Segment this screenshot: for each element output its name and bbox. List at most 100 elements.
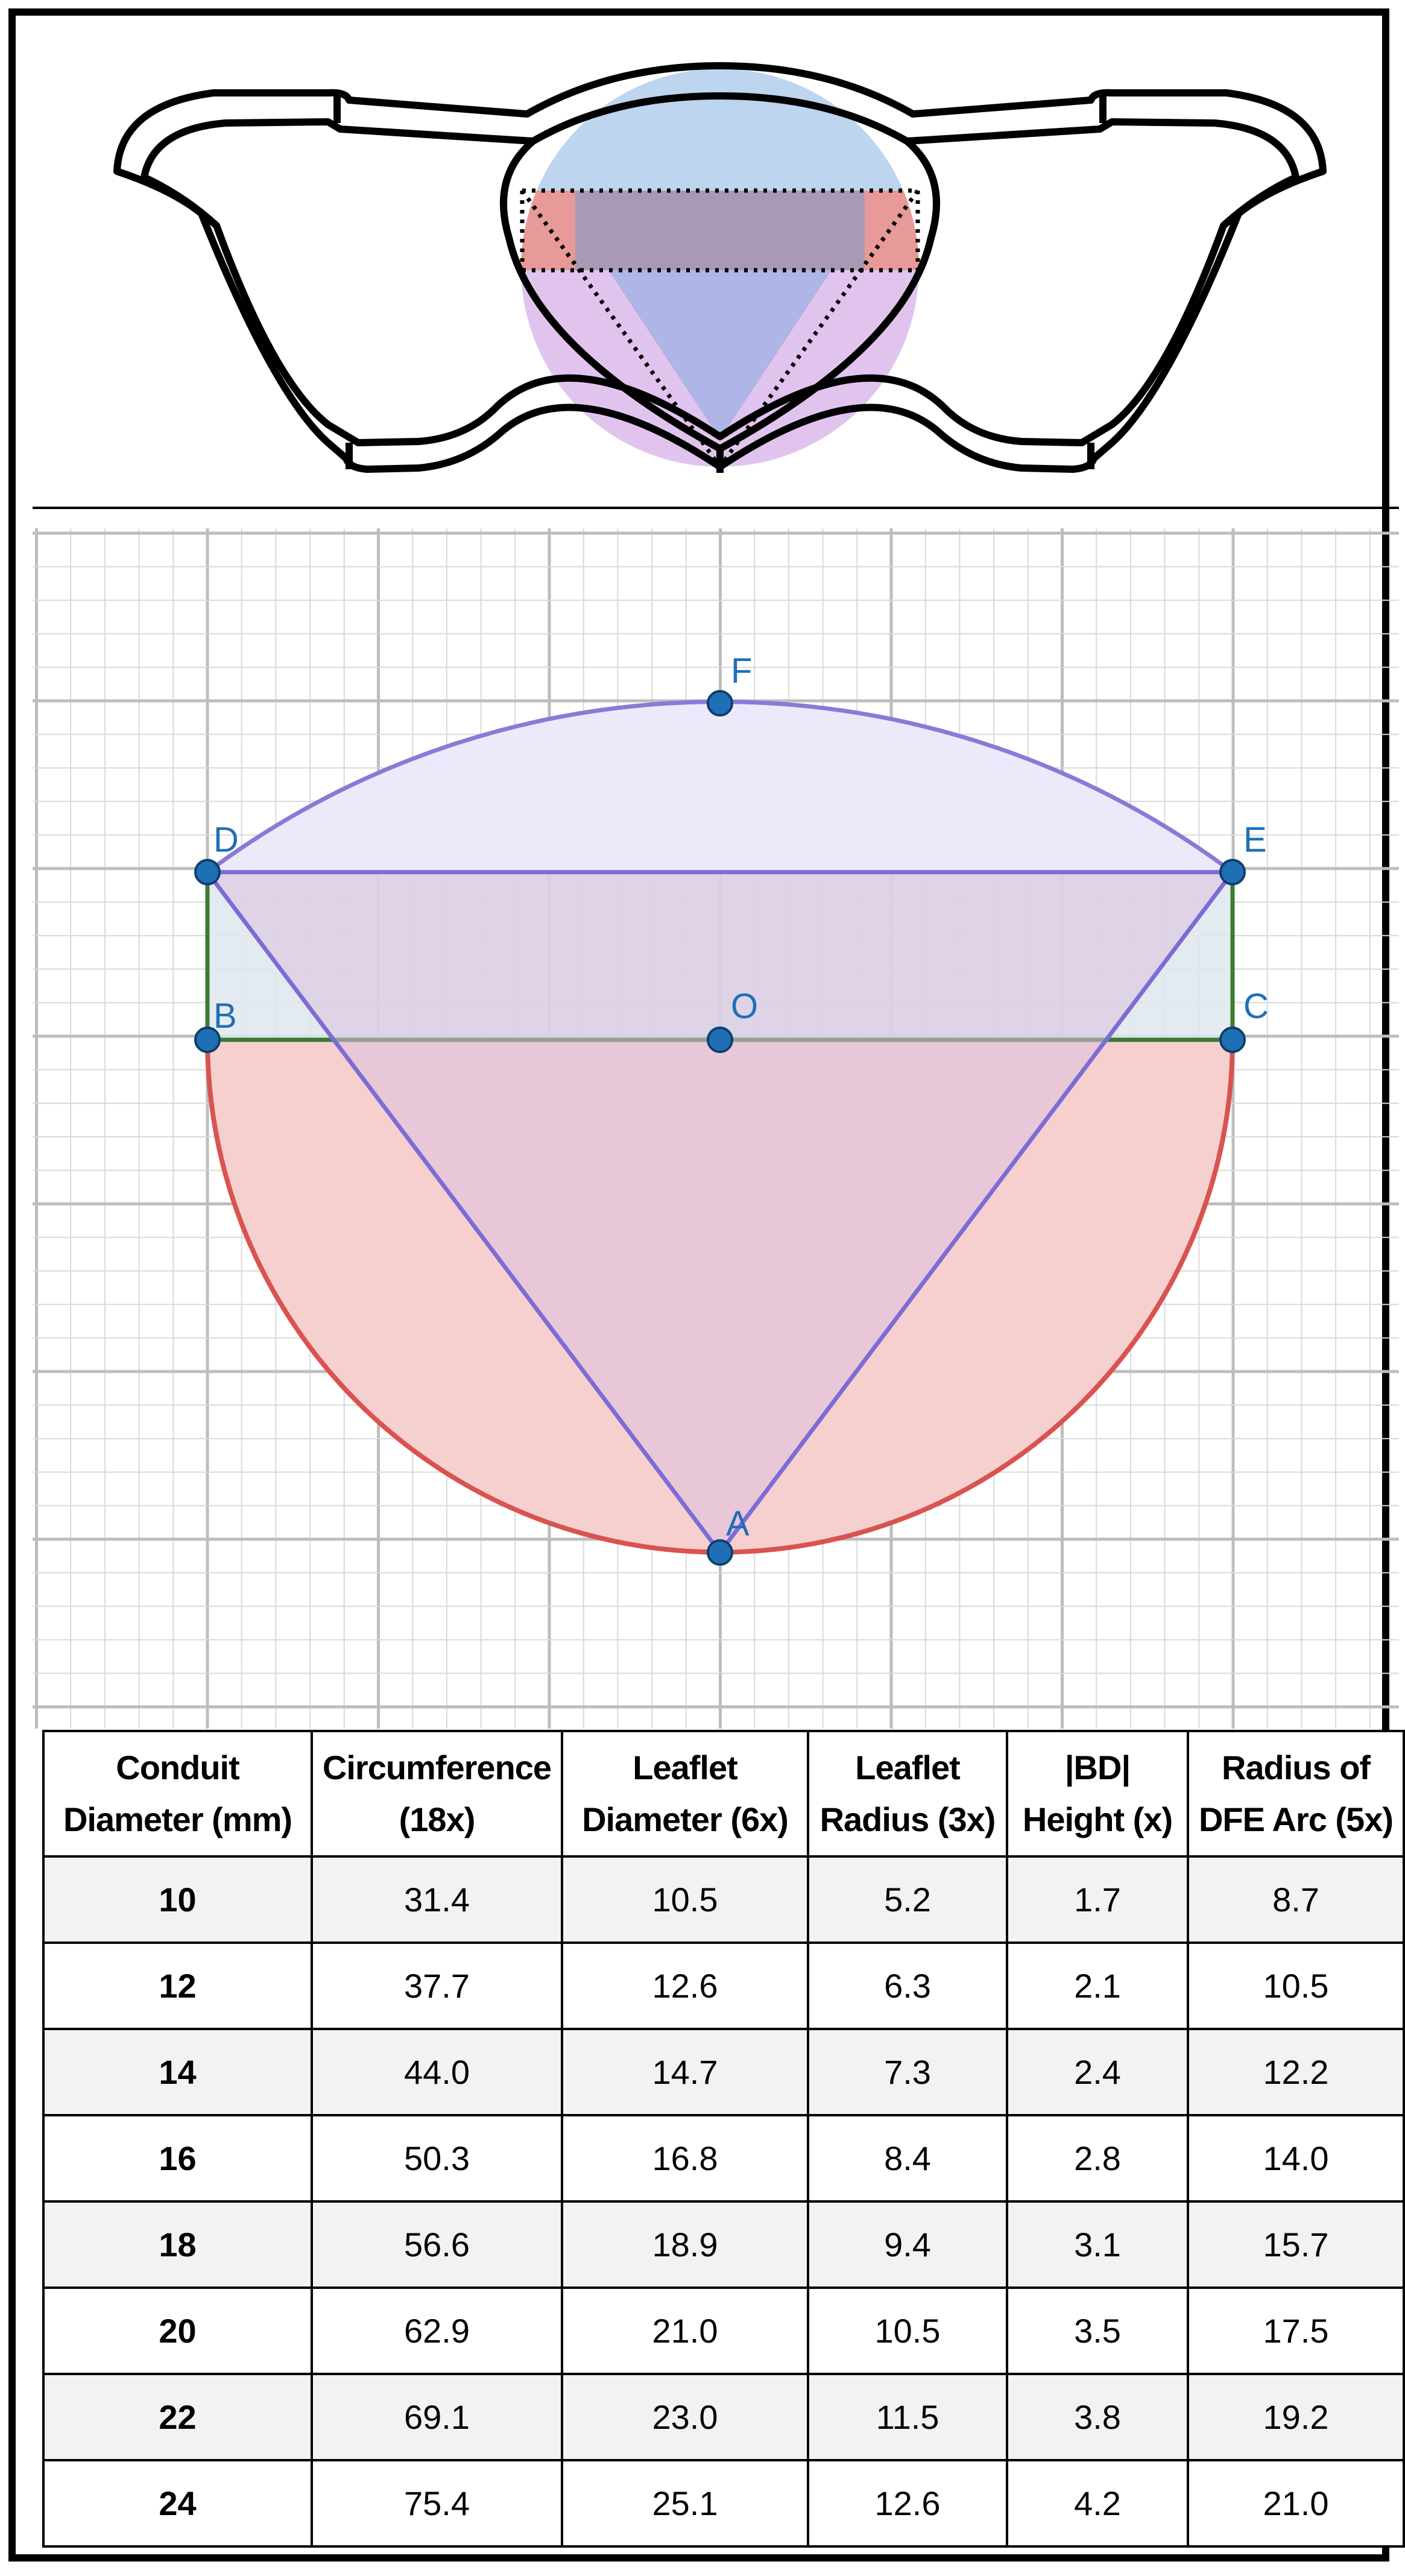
- column-header-line: (18x): [399, 1800, 476, 1838]
- table-cell: 25.1: [561, 2459, 809, 2548]
- table-cell: 17.5: [1187, 2286, 1405, 2375]
- column-header: |BD| Height (x): [1006, 1730, 1189, 1858]
- cap-region: [521, 69, 919, 201]
- table-cell: 14.7: [561, 2028, 809, 2116]
- table-cell: 5.2: [807, 1855, 1008, 1944]
- table-cell: 15.7: [1187, 2200, 1405, 2289]
- column-header-line: Circumference: [322, 1748, 552, 1786]
- table-cell: 75.4: [311, 2459, 563, 2548]
- table-cell: 23.0: [561, 2373, 809, 2461]
- label-f: F: [731, 651, 752, 691]
- table-cell: 8.7: [1187, 1855, 1405, 1944]
- table-cell: 21.0: [1187, 2459, 1405, 2548]
- point-o: [707, 1027, 733, 1053]
- table-cell: 24: [42, 2459, 313, 2548]
- table-cell: 10: [42, 1855, 313, 1944]
- table-cell: 8.4: [807, 2114, 1008, 2203]
- column-header-line: Leaflet: [633, 1748, 738, 1786]
- table-cell: 19.2: [1187, 2373, 1405, 2461]
- dimensions-table-wrapper: Conduit Diameter (mm) Circumference (18x) Le…: [42, 1730, 1405, 2548]
- table-row: 16 50.3 16.8 8.4 2.8 14.0: [42, 2114, 1405, 2203]
- table-cell: 12: [42, 1941, 313, 2030]
- label-b: B: [213, 996, 237, 1036]
- column-header-line: Radius (3x): [819, 1800, 996, 1838]
- table-cell: 4.2: [1006, 2459, 1189, 2548]
- label-e: E: [1243, 820, 1267, 859]
- label-d: D: [213, 820, 239, 859]
- table-row: 14 44.0 14.7 7.3 2.4 12.2: [42, 2028, 1405, 2116]
- column-header: Leaflet Radius (3x): [807, 1730, 1008, 1858]
- table-cell: 6.3: [807, 1941, 1008, 2030]
- table-cell: 2.8: [1006, 2114, 1189, 2203]
- table-cell: 12.6: [807, 2459, 1008, 2548]
- point-f: [707, 690, 733, 717]
- triangle-dea: [203, 870, 1237, 1556]
- table-cell: 3.5: [1006, 2286, 1189, 2375]
- table-cell: 31.4: [311, 1855, 563, 1944]
- figure-frame: F D E B O C A Conduit Diameter (mm) Circum…: [8, 8, 1405, 2562]
- label-o: O: [731, 987, 758, 1026]
- point-b: [194, 1027, 221, 1053]
- table-cell: 14.0: [1187, 2114, 1405, 2203]
- table-row: 24 75.4 25.1 12.6 4.2 21.0: [42, 2459, 1405, 2548]
- table-cell: 62.9: [311, 2286, 563, 2375]
- point-e: [1219, 859, 1246, 885]
- column-header-line: Radius of: [1221, 1748, 1371, 1786]
- table-cell: 16.8: [561, 2114, 809, 2203]
- point-d: [194, 859, 221, 885]
- label-a: A: [726, 1504, 750, 1543]
- geometry-diagram: F D E B O C A: [33, 528, 1399, 1729]
- table-cell: 12.2: [1187, 2028, 1405, 2116]
- table-cell: 2.1: [1006, 1941, 1189, 2030]
- column-header: Leaflet Diameter (6x): [561, 1730, 809, 1858]
- table-cell: 1.7: [1006, 1855, 1189, 1944]
- table-cell: 10.5: [561, 1855, 809, 1944]
- table-cell: 18.9: [561, 2200, 809, 2289]
- table-cell: 69.1: [311, 2373, 563, 2461]
- table-cell: 50.3: [311, 2114, 563, 2203]
- table-cell: 37.7: [311, 1941, 563, 2030]
- table-row: 20 62.9 21.0 10.5 3.5 17.5: [42, 2286, 1405, 2375]
- column-header-line: Diameter (mm): [63, 1800, 292, 1838]
- point-c: [1219, 1027, 1246, 1053]
- table-cell: 44.0: [311, 2028, 563, 2116]
- table-cell: 10.5: [1187, 1941, 1405, 2030]
- conduit-cross-section-illustration: [33, 62, 1399, 509]
- table-cell: 21.0: [561, 2286, 809, 2375]
- triangle-region: [608, 270, 832, 439]
- column-header-line: DFE Arc (5x): [1198, 1800, 1394, 1838]
- column-header-line: Height (x): [1022, 1800, 1173, 1838]
- table-cell: 16: [42, 2114, 313, 2203]
- table-cell: 11.5: [807, 2373, 1008, 2461]
- table-row: 10 31.4 10.5 5.2 1.7 8.7: [42, 1855, 1405, 1944]
- table-cell: 3.1: [1006, 2200, 1189, 2289]
- column-header: Circumference (18x): [311, 1730, 563, 1858]
- column-header-line: |BD|: [1064, 1748, 1131, 1786]
- column-header: Conduit Diameter (mm): [42, 1730, 313, 1858]
- table-cell: 9.4: [807, 2200, 1008, 2289]
- column-header-line: Diameter (6x): [582, 1800, 789, 1838]
- table-cell: 3.8: [1006, 2373, 1189, 2461]
- table-cell: 56.6: [311, 2200, 563, 2289]
- table-row: 12 37.7 12.6 6.3 2.1 10.5: [42, 1941, 1405, 2030]
- table-cell: 22: [42, 2373, 313, 2461]
- table-body: 10 31.4 10.5 5.2 1.7 8.7 12 37.7 12.6 6.3 2.1 10.5 1…: [42, 1855, 1405, 2548]
- dotted-construction-lines: [520, 188, 920, 469]
- conduit-walls: [113, 62, 1327, 473]
- middle-lobe-fill: [521, 69, 919, 467]
- table-cell: 14: [42, 2028, 313, 2116]
- band-region: [575, 191, 865, 270]
- column-header: Radius of DFE Arc (5x): [1187, 1730, 1405, 1858]
- table-cell: 2.4: [1006, 2028, 1189, 2116]
- point-a: [707, 1539, 733, 1566]
- table-cell: 18: [42, 2200, 313, 2289]
- table-row: 22 69.1 23.0 11.5 3.8 19.2: [42, 2373, 1405, 2461]
- table-cell: 7.3: [807, 2028, 1008, 2116]
- label-c: C: [1243, 987, 1269, 1026]
- table-cell: 20: [42, 2286, 313, 2375]
- column-header-line: Conduit: [116, 1748, 239, 1786]
- arc-dfe-region: [207, 701, 1233, 872]
- table-header-row: Conduit Diameter (mm) Circumference (18x) Le…: [42, 1730, 1405, 1858]
- table-row: 18 56.6 18.9 9.4 3.1 15.7: [42, 2200, 1405, 2289]
- table-cell: 12.6: [561, 1941, 809, 2030]
